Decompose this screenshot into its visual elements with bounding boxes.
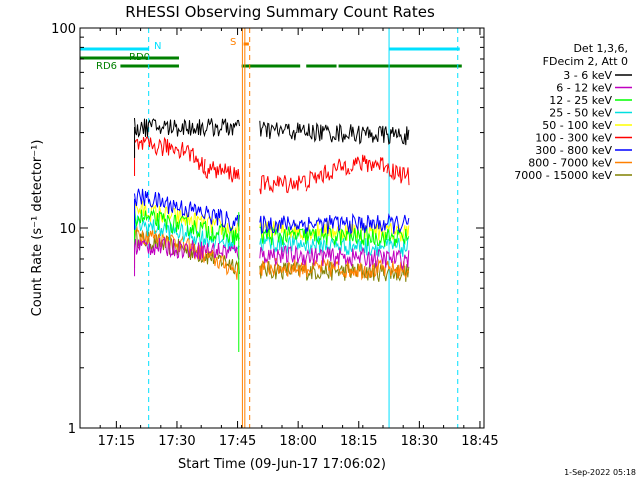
series-line [259,212,410,235]
x-tick-label: 18:15 [340,434,377,449]
legend-label: 12 - 25 keV [549,94,612,107]
chart-title: RHESSI Observing Summary Count Rates [125,3,435,21]
x-tick-label: 17:45 [219,434,256,449]
legend-label: 300 - 800 keV [535,144,612,157]
x-tick-label: 17:15 [98,434,135,449]
legend-label: 100 - 300 keV [535,132,612,145]
series-line [259,234,410,257]
series-line [184,144,206,176]
series-line [350,154,388,173]
series-line [134,136,185,160]
series-line [134,214,240,253]
legend-label: 50 - 100 keV [542,119,612,132]
y-tick-label: 10 [59,222,76,237]
x-axis-ticks: 17:15 17:30 17:45 18:00 18:15 18:30 18:45 [79,28,499,449]
legend-label: 7000 - 15000 keV [514,169,612,182]
legend-label: 25 - 50 keV [549,107,612,120]
series-line [134,227,240,275]
flag-label-rd6: RD6 [96,61,117,72]
timestamp-label: 1-Sep-2022 05:18 [564,468,636,477]
series-line [134,117,240,138]
series-line [259,120,410,146]
x-axis-label: Start Time (09-Jun-17 17:06:02) [178,457,386,472]
series-line [134,188,240,232]
x-tick-label: 18:00 [279,434,316,449]
flag-label-n: N [154,41,161,52]
series-line [305,158,351,192]
series-line [259,175,307,195]
legend-label: 3 - 6 keV [563,69,612,82]
series-line [386,163,410,186]
y-tick-label: 100 [51,22,76,37]
series-line [259,226,410,247]
x-tick-label: 18:30 [401,434,438,449]
legend-header: FDecim 2, Att 0 [543,55,628,68]
x-tick-label: 17:30 [158,434,195,449]
legend-label: 800 - 7000 keV [528,157,612,170]
series-line [134,236,240,260]
series-line [259,257,410,281]
x-tick-label: 18:45 [461,434,498,449]
legend-header: Det 1,3,6, [573,42,628,55]
flag-label-rd0: RD0 [129,52,150,63]
y-axis-ticks: 1 10 100 [51,22,484,437]
y-tick-label: 1 [68,422,76,437]
series-line [259,245,410,271]
flag-label-s: S [230,37,236,48]
series-line [204,161,240,183]
legend-label: 6 - 12 keV [556,82,612,95]
y-axis-label: Count Rate (s⁻¹ detector⁻¹) [30,140,45,317]
data-series [134,117,410,352]
